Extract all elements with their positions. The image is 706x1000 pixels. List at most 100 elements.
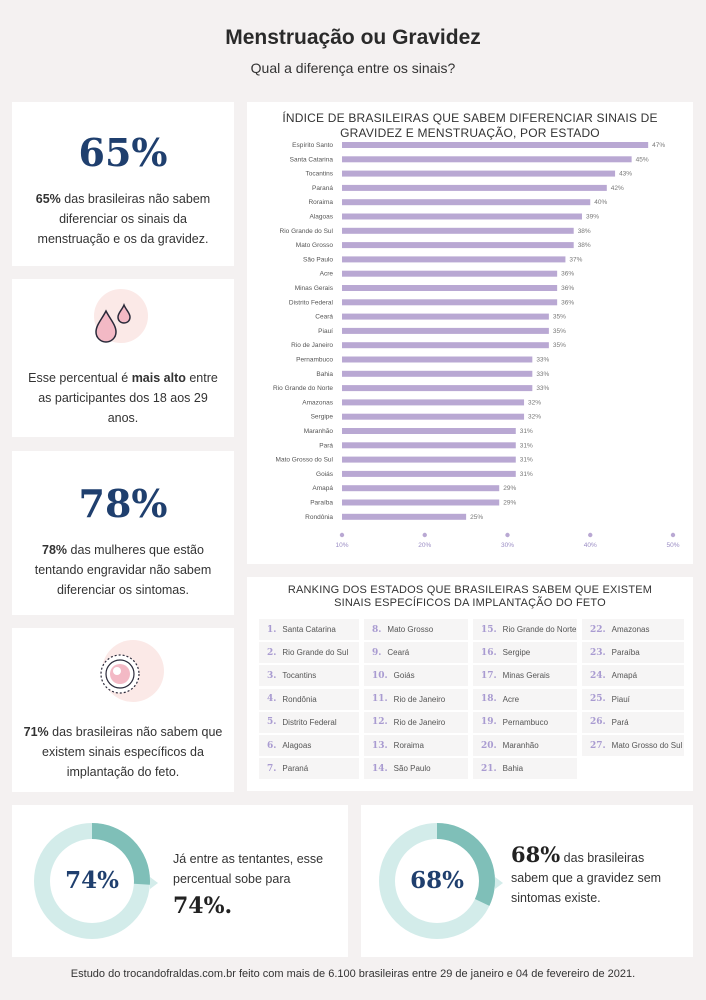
bar bbox=[342, 142, 649, 148]
stat-card-implantation: 71% das brasileiras não sabem que existe… bbox=[12, 628, 234, 792]
ranking-state: Minas Gerais bbox=[502, 671, 550, 681]
ranking-state: Mato Grosso do Sul bbox=[611, 741, 683, 750]
donut-label: 68% bbox=[410, 867, 464, 894]
donut-card-68: 68% 68% das brasileiras sabem que a grav… bbox=[361, 805, 693, 957]
bar-category-label: Piauí bbox=[318, 328, 333, 335]
bar-chart: 10% 20% 30% 40% 50% Espírito Santo 47% Santa Ca… bbox=[273, 142, 680, 549]
ranking-state: Santa Catarina bbox=[282, 625, 336, 634]
ranking-position: 10. bbox=[372, 670, 388, 681]
ranking-item: 25. Piauí bbox=[582, 688, 684, 710]
bar-value-label: 37% bbox=[569, 256, 582, 263]
bar-category-label: Rio Grande do Norte bbox=[273, 385, 333, 392]
ranking-state: Amazonas bbox=[611, 625, 650, 634]
ranking-item: 27. Mato Grosso do Sul bbox=[582, 735, 684, 756]
page-title: Menstruação ou Gravidez bbox=[225, 26, 481, 49]
bar bbox=[342, 456, 516, 463]
ranking-position: 26. bbox=[590, 717, 606, 728]
stat-text: das brasileiras não sabem que existem si… bbox=[42, 725, 223, 779]
bar bbox=[342, 299, 558, 306]
ranking-item: 26. Pará bbox=[582, 711, 684, 733]
stat-big-number: 65% bbox=[78, 130, 168, 175]
ranking-state: Amapá bbox=[611, 671, 638, 681]
donut-arc bbox=[379, 823, 495, 939]
bar bbox=[342, 342, 549, 349]
x-tick-label: 30% bbox=[501, 542, 514, 549]
stat-description: 78% das mulheres que estão tentando engr… bbox=[26, 540, 220, 600]
bar-value-label: 38% bbox=[578, 242, 591, 249]
ranking-position: 20. bbox=[481, 740, 497, 751]
ranking-state: Goiás bbox=[393, 671, 415, 681]
donut-text: das brasileiras sabem que a gravidez sem… bbox=[511, 851, 662, 905]
ranking-card: RANKING DOS ESTADOS QUE BRASILEIRAS SABE… bbox=[247, 577, 693, 791]
bar bbox=[342, 428, 516, 434]
ranking-state: Pernambuco bbox=[502, 717, 549, 727]
stat-card-age: Esse percentual é mais alto entre as par… bbox=[12, 279, 234, 437]
bar bbox=[342, 413, 525, 420]
ranking-state: Maranhão bbox=[502, 741, 539, 750]
bar-value-label: 31% bbox=[520, 428, 533, 435]
ranking-state: Rio de Janeiro bbox=[393, 694, 446, 704]
bar bbox=[342, 170, 616, 177]
bar-category-label: Rio Grande do Sul bbox=[280, 228, 334, 235]
bar bbox=[342, 370, 533, 377]
x-tick-marker bbox=[339, 532, 345, 538]
ranking-item: 3. Tocantins bbox=[259, 665, 359, 687]
stat-text-verb: é bbox=[121, 371, 132, 385]
bar-value-label: 42% bbox=[611, 185, 624, 192]
bar bbox=[342, 513, 467, 520]
x-tick-marker bbox=[422, 532, 427, 538]
ranking-position: 15. bbox=[481, 624, 497, 635]
ranking-item: 17. Minas Gerais bbox=[473, 665, 577, 687]
ranking-item: 9. Ceará bbox=[364, 642, 468, 664]
donut-pointer bbox=[495, 877, 503, 889]
bar bbox=[342, 156, 632, 163]
ranking-state: Sergipe bbox=[502, 648, 531, 658]
bar-value-label: 35% bbox=[553, 342, 566, 349]
bar-value-label: 29% bbox=[503, 485, 516, 492]
stat-bold: mais alto bbox=[131, 371, 186, 385]
ranking-position: 16. bbox=[481, 647, 497, 658]
bar-category-label: Espírito Santo bbox=[292, 142, 333, 149]
stat-description: Esse percentual é mais alto entre as par… bbox=[26, 368, 220, 428]
ranking-state: Rio Grande do Sul bbox=[282, 648, 349, 658]
bar-category-label: Goiás bbox=[316, 471, 334, 478]
bar-category-label: Amapá bbox=[312, 485, 333, 492]
ranking-state: Bahia bbox=[502, 764, 524, 774]
bar-value-label: 38% bbox=[578, 228, 591, 235]
ranking-state: Rio de Janeiro bbox=[393, 717, 446, 727]
ranking-position: 12. bbox=[372, 717, 388, 728]
ranking-item: 14. São Paulo bbox=[364, 758, 468, 780]
x-tick-marker bbox=[505, 532, 510, 538]
x-tick-label: 10% bbox=[335, 542, 348, 549]
donut-description: 68% das brasileiras sabem que a gravidez… bbox=[511, 844, 681, 908]
ranking-item: 12. Rio de Janeiro bbox=[364, 711, 468, 733]
bar-value-label: 29% bbox=[503, 500, 516, 507]
ranking-state: Acre bbox=[502, 694, 520, 704]
ranking-state: Paraíba bbox=[611, 648, 640, 658]
x-tick-label: 50% bbox=[666, 542, 679, 549]
bar bbox=[342, 385, 533, 392]
bar-chart-card: ÍNDICE DE BRASILEIRAS QUE SABEM DIFERENC… bbox=[247, 102, 693, 564]
ranking-item: 1. Santa Catarina bbox=[259, 619, 359, 640]
bar-value-label: 32% bbox=[528, 414, 541, 421]
bar-category-label: Paraíba bbox=[310, 500, 333, 507]
ranking-position: 22. bbox=[590, 624, 606, 635]
ranking-position: 13. bbox=[372, 740, 388, 751]
ranking-position: 1. bbox=[267, 624, 277, 635]
ranking-state: Tocantins bbox=[282, 671, 317, 681]
page-subtitle: Qual a diferença entre os sinais? bbox=[250, 60, 456, 76]
bar-value-label: 33% bbox=[536, 357, 549, 364]
x-tick-marker bbox=[670, 532, 676, 538]
ranking-item: 24. Amapá bbox=[582, 665, 684, 687]
stat-text: das brasileiras não sabem diferenciar os… bbox=[37, 192, 211, 246]
ranking-item: 23. Paraíba bbox=[582, 642, 684, 664]
ranking-item: 19. Pernambuco bbox=[473, 711, 577, 733]
stat-bold: 71% bbox=[23, 725, 49, 739]
ranking-item: 21. Bahia bbox=[473, 758, 577, 780]
ranking-position: 25. bbox=[590, 694, 606, 705]
ranking-item: 8. Mato Grosso bbox=[364, 619, 468, 640]
stat-card-65: 65% 65% das brasileiras não sabem difere… bbox=[12, 102, 234, 266]
x-tick-marker bbox=[588, 532, 593, 538]
chart-title: ÍNDICE DE BRASILEIRAS QUE SABEM DIFERENC… bbox=[282, 111, 658, 140]
ranking-state: Alagoas bbox=[282, 741, 312, 750]
